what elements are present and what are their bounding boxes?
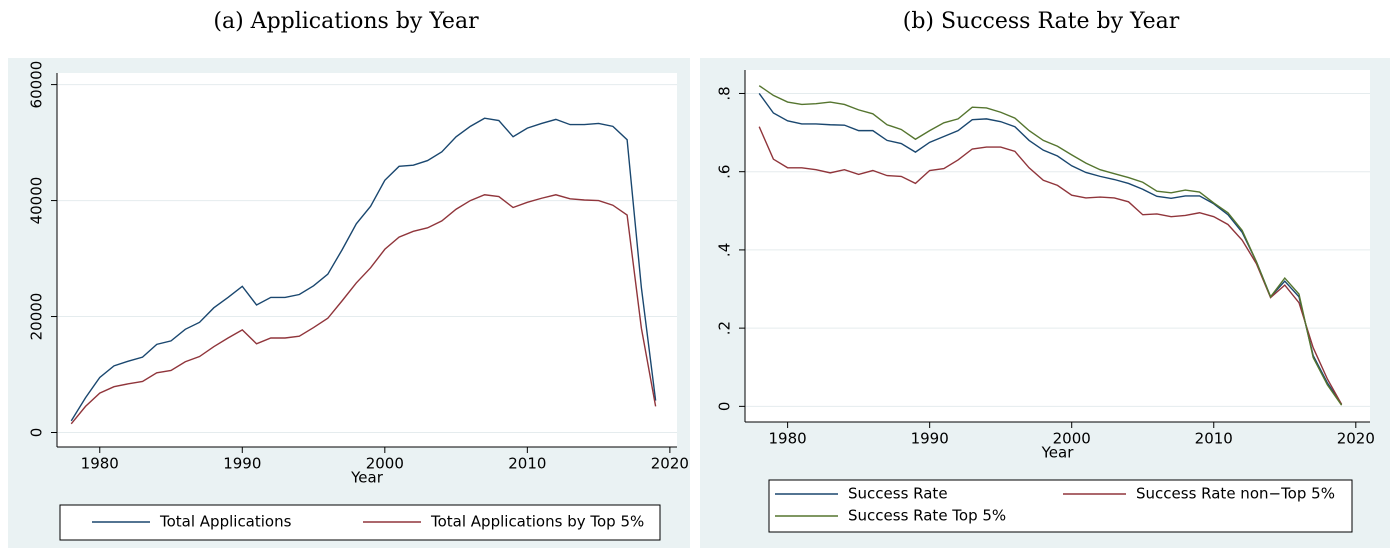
y-tick-label: .8 — [716, 86, 734, 100]
x-tick-label: 2020 — [651, 455, 689, 473]
x-tick-label: 2020 — [1337, 430, 1375, 448]
series-line — [70, 117, 657, 422]
chart-panel: (a) Applications by Year 0 20000 40000 60000… — [8, 9, 690, 548]
y-tick-label: 0 — [716, 402, 734, 412]
y-tick-label: .4 — [716, 243, 734, 257]
chart-panel: (b) Success Rate by Year 0 .2 .4 .6 .8 1980 199… — [700, 9, 1390, 548]
series-line — [758, 126, 1343, 405]
legend-box — [59, 504, 661, 541]
x-tick-label: 1980 — [81, 455, 119, 473]
y-tick-label: 40000 — [28, 177, 46, 225]
legend-label: Total Applications by Top 5% — [430, 513, 644, 531]
series-line — [758, 85, 1343, 406]
x-tick-label: 2010 — [508, 455, 546, 473]
x-tick-label: 1990 — [223, 455, 261, 473]
x-tick-label: 2000 — [366, 455, 404, 473]
series-line — [70, 194, 657, 425]
plot-area — [57, 73, 677, 447]
legend-label: Success Rate non−Top 5% — [1136, 485, 1335, 503]
chart-title: (b) Success Rate by Year — [903, 9, 1180, 34]
y-tick-label: .6 — [716, 165, 734, 179]
legend-label: Success Rate — [848, 485, 948, 503]
y-tick-label: 60000 — [28, 61, 46, 109]
plot-area — [745, 70, 1370, 422]
legend-box — [768, 479, 1353, 533]
y-tick-label: .2 — [716, 321, 734, 335]
legend-label: Success Rate Top 5% — [848, 507, 1006, 525]
x-tick-label: 2010 — [1195, 430, 1233, 448]
y-tick-label: 20000 — [28, 293, 46, 341]
x-tick-label: 2000 — [1053, 430, 1091, 448]
chart-title: (a) Applications by Year — [213, 9, 479, 34]
x-axis-label: Year — [350, 469, 384, 487]
x-axis-label: Year — [1041, 444, 1075, 462]
x-tick-label: 1980 — [769, 430, 807, 448]
y-tick-label: 0 — [28, 428, 46, 438]
legend-label: Total Applications — [159, 513, 292, 531]
x-tick-label: 1990 — [911, 430, 949, 448]
